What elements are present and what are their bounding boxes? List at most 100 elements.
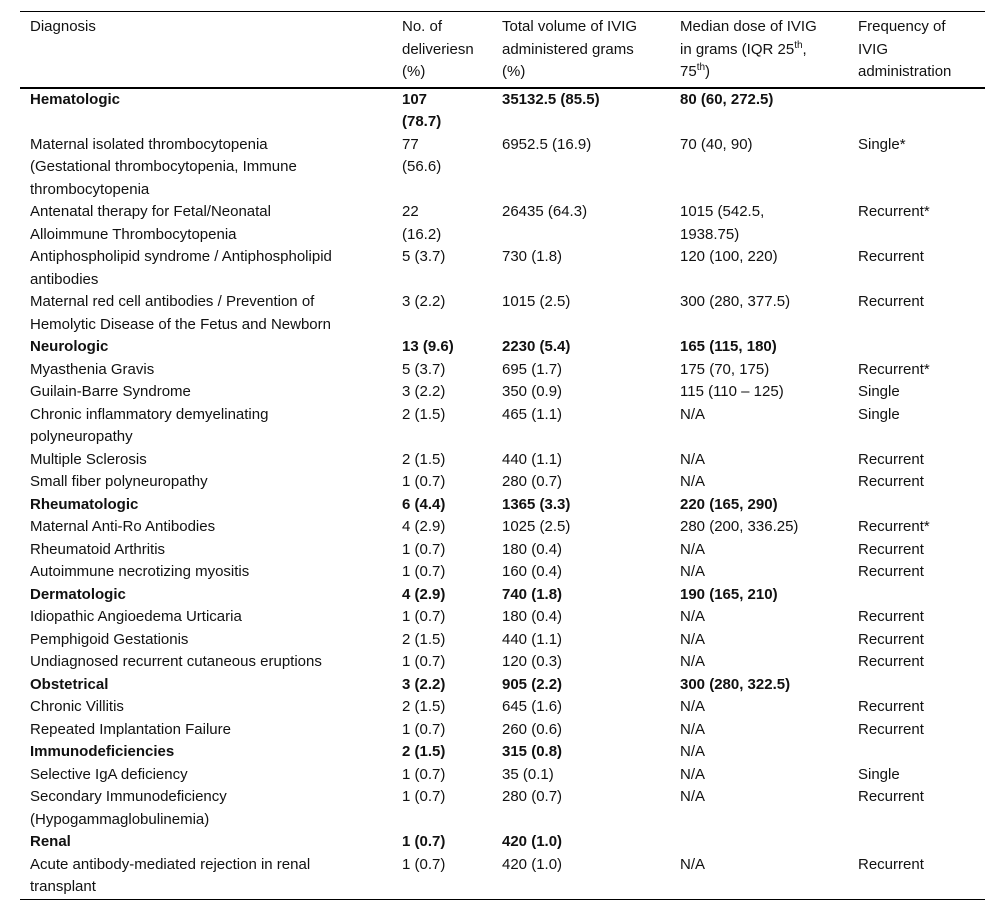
cell-deliveries: 1 (0.7): [402, 720, 446, 738]
table-row: Rheumatoid Arthritis 1 (0.7) 180 (0.4) N/A R…: [20, 539, 985, 562]
cell-frequency: Recurrent: [858, 248, 924, 265]
cell-diagnosis: Immunodeficiencies: [30, 743, 175, 760]
table-row: Autoimmune necrotizing myositis 1 (0.7) 16…: [20, 561, 985, 584]
cell-median: 300 (280, 322.5): [680, 675, 791, 693]
table-row: Idiopathic Angioedema Urticaria 1 (0.7) 18…: [20, 606, 985, 629]
cell-frequency: [858, 88, 985, 134]
table-row: Secondary Immunodeficiency (Hypogammaglo…: [20, 786, 985, 831]
cell-deliveries: 107 (78.7): [402, 90, 442, 131]
cell-median: 70 (40, 90): [680, 135, 753, 153]
cell-median: 80 (60, 272.5): [680, 90, 774, 108]
cell-median: N/A: [680, 630, 706, 648]
cell-volume: 695 (1.7): [502, 360, 563, 378]
cell-median: 165 (115, 180): [680, 338, 777, 355]
cell-frequency: Recurrent: [858, 293, 924, 310]
cell-deliveries: 1 (0.7): [402, 788, 446, 805]
table-row: Chronic inflammatory demyelinating polyn…: [20, 404, 985, 449]
cell-frequency: Single: [858, 405, 900, 423]
column-header-deliveries: No. of deliveriesn (%): [402, 18, 474, 80]
cell-diagnosis: Rheumatologic: [30, 495, 139, 513]
cell-diagnosis: Dermatologic: [30, 585, 126, 603]
category-row: Hematologic 107 (78.7) 35132.5 (85.5) 80 (6…: [20, 88, 985, 134]
cell-diagnosis: Idiopathic Angioedema Urticaria: [30, 608, 242, 625]
ivig-diagnosis-table: Diagnosis No. of deliveriesn (%) Total v…: [20, 11, 985, 900]
cell-frequency: Single: [858, 765, 900, 783]
header-median-sup-25th: th: [794, 39, 803, 51]
cell-volume: 350 (0.9): [502, 383, 563, 400]
cell-volume: 35132.5 (85.5): [502, 90, 600, 108]
category-row: Obstetrical 3 (2.2) 905 (2.2) 300 (280, 322…: [20, 674, 985, 697]
cell-volume: 905 (2.2): [502, 675, 563, 693]
cell-volume: 440 (1.1): [502, 630, 563, 648]
cell-diagnosis: Maternal isolated thrombocytopenia (Gest…: [30, 135, 297, 198]
cell-diagnosis: Pemphigoid Gestationis: [30, 630, 189, 648]
cell-volume: 280 (0.7): [502, 473, 563, 490]
table-row: Antenatal therapy for Fetal/Neonatal All…: [20, 201, 985, 246]
header-median-text: ): [705, 63, 711, 80]
cell-diagnosis: Undiagnosed recurrent cutaneous eruption…: [30, 653, 322, 670]
category-row: Renal 1 (0.7) 420 (1.0): [20, 831, 985, 854]
cell-frequency: Recurrent*: [858, 203, 930, 220]
cell-volume: 420 (1.0): [502, 833, 563, 850]
cell-volume: 26435 (64.3): [502, 203, 588, 220]
cell-deliveries: 22 (16.2): [402, 203, 442, 243]
table-row: Multiple Sclerosis 2 (1.5) 440 (1.1) N/A Rec…: [20, 449, 985, 472]
cell-median: N/A: [680, 720, 706, 738]
cell-diagnosis: Selective IgA deficiency: [30, 765, 188, 783]
cell-frequency: Recurrent: [858, 630, 924, 648]
table-row: Chronic Villitis 2 (1.5) 645 (1.6) N/A Recur…: [20, 696, 985, 719]
table-row: Acute antibody-mediated rejection in ren…: [20, 854, 985, 900]
cell-volume: 645 (1.6): [502, 698, 563, 715]
cell-frequency: Recurrent: [858, 473, 924, 490]
table-body: Hematologic 107 (78.7) 35132.5 (85.5) 80 (6…: [20, 88, 985, 900]
cell-frequency: [858, 674, 985, 697]
cell-diagnosis: Maternal red cell antibodies / Preventio…: [30, 293, 331, 333]
cell-volume: 420 (1.0): [502, 855, 563, 873]
cell-median: 120 (100, 220): [680, 248, 778, 265]
cell-median: N/A: [680, 653, 706, 670]
header-median-text: Median dose of IVIG in grams (IQR 25: [680, 18, 817, 58]
cell-median: 300 (280, 377.5): [680, 293, 791, 310]
table-row: Antiphospholipid syndrome / Antiphosphol…: [20, 246, 985, 291]
cell-frequency: Recurrent*: [858, 360, 930, 378]
cell-median: N/A: [680, 855, 706, 873]
cell-deliveries: 1 (0.7): [402, 608, 446, 625]
column-header-frequency: Frequency of IVIG administration: [858, 18, 952, 80]
column-header-diagnosis: Diagnosis: [30, 18, 96, 35]
cell-median: N/A: [680, 788, 706, 805]
cell-volume: 740 (1.8): [502, 585, 563, 603]
category-row: Immunodeficiencies 2 (1.5) 315 (0.8) N/A: [20, 741, 985, 764]
cell-deliveries: 2 (1.5): [402, 743, 446, 760]
cell-frequency: Recurrent: [858, 720, 924, 738]
category-row: Dermatologic 4 (2.9) 740 (1.8) 190 (165, 21…: [20, 584, 985, 607]
cell-volume: 160 (0.4): [502, 563, 563, 580]
cell-volume: 180 (0.4): [502, 608, 563, 625]
cell-deliveries: 1 (0.7): [402, 473, 446, 490]
cell-volume: 120 (0.3): [502, 653, 563, 670]
cell-volume: 315 (0.8): [502, 743, 563, 760]
cell-volume: 1015 (2.5): [502, 293, 571, 310]
table-row: Undiagnosed recurrent cutaneous eruption…: [20, 651, 985, 674]
cell-volume: 180 (0.4): [502, 540, 563, 558]
cell-deliveries: 3 (2.2): [402, 293, 446, 310]
cell-deliveries: 3 (2.2): [402, 383, 446, 400]
column-header-volume: Total volume of IVIG administered grams …: [502, 18, 638, 80]
cell-median: N/A: [680, 450, 706, 468]
cell-frequency: Recurrent: [858, 540, 924, 558]
cell-frequency: [858, 336, 985, 359]
cell-frequency: Single*: [858, 135, 906, 153]
table-row: Maternal isolated thrombocytopenia (Gest…: [20, 134, 985, 202]
cell-volume: 1025 (2.5): [502, 518, 571, 535]
cell-diagnosis: Autoimmune necrotizing myositis: [30, 563, 250, 580]
cell-frequency: [858, 494, 985, 517]
column-header-median: Median dose of IVIG in grams (IQR 25th, …: [680, 12, 858, 88]
table-header: Diagnosis No. of deliveriesn (%) Total v…: [20, 12, 985, 88]
cell-diagnosis: Myasthenia Gravis: [30, 360, 155, 378]
cell-deliveries: 77 (56.6): [402, 135, 442, 176]
cell-deliveries: 2 (1.5): [402, 630, 446, 648]
cell-frequency: Recurrent: [858, 653, 924, 670]
cell-deliveries: 5 (3.7): [402, 248, 446, 265]
header-median-sup-75th: th: [696, 62, 706, 73]
cell-deliveries: 4 (2.9): [402, 518, 446, 535]
cell-diagnosis: Renal: [30, 833, 71, 850]
